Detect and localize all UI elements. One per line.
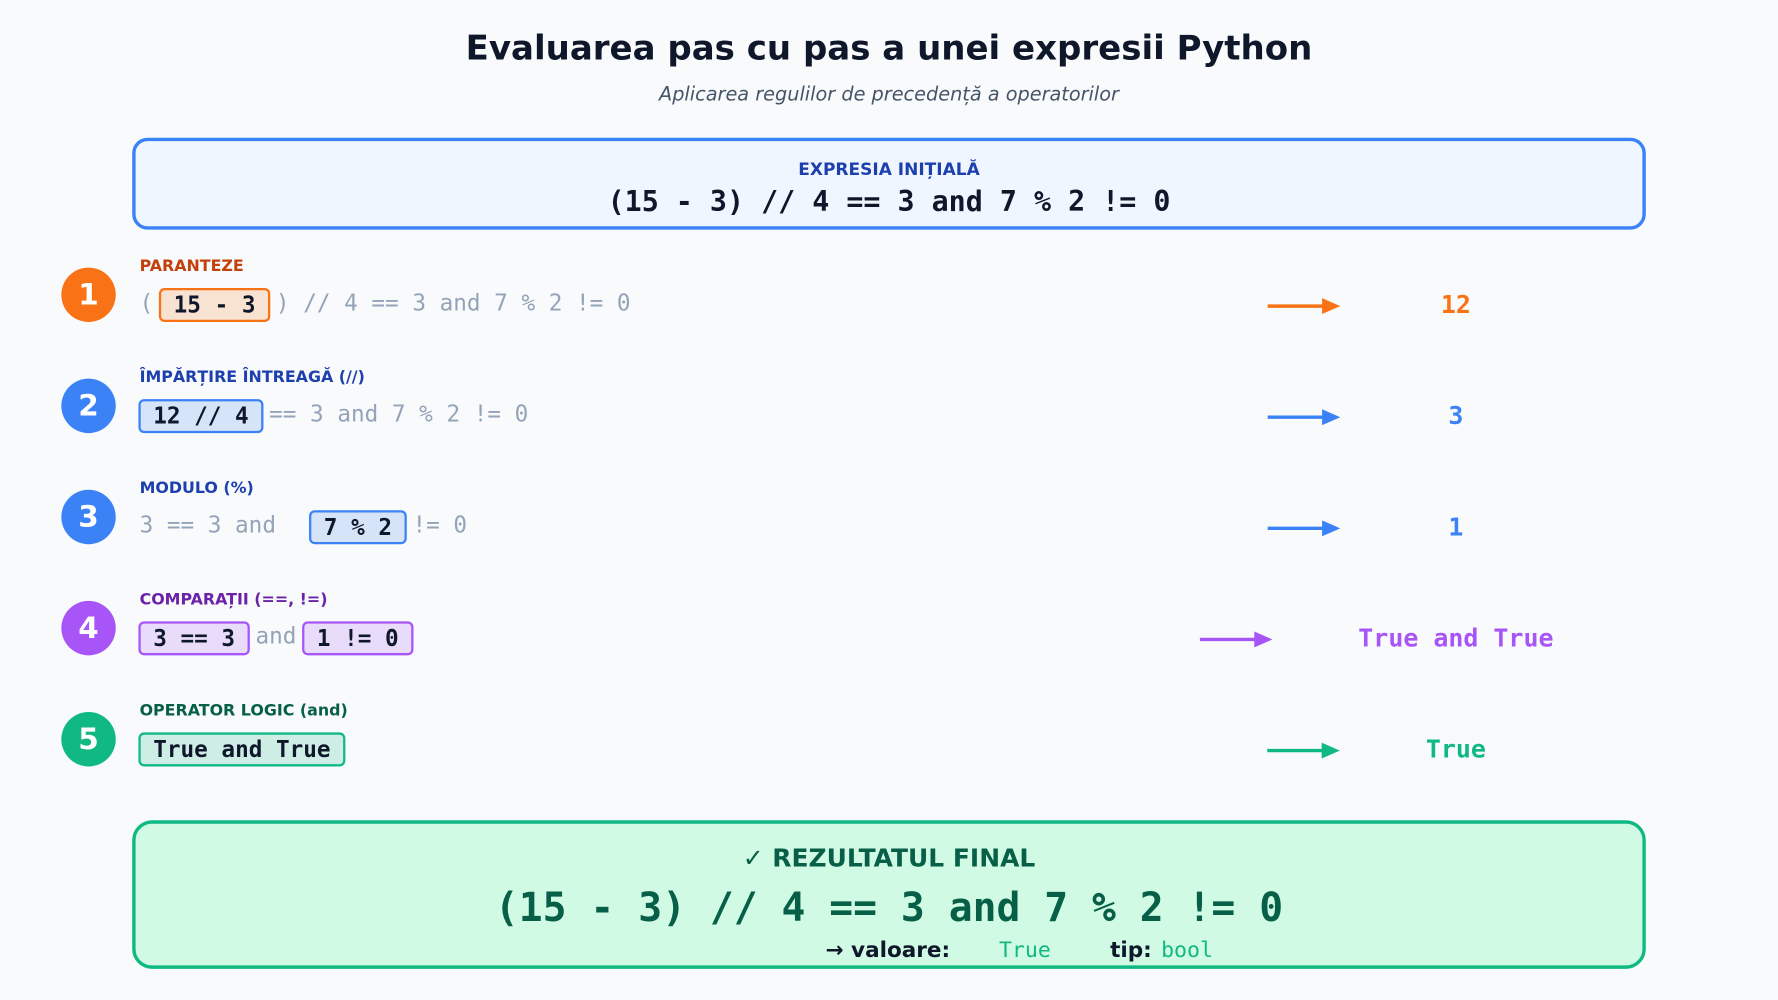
highlight-box <box>302 621 414 656</box>
expression-text: == 3 and 7 % 2 != 0 <box>269 401 528 427</box>
step-label: ÎMPĂRȚIRE ÎNTREAGĂ (//) <box>140 367 365 386</box>
step-label: COMPARAȚII (==, !=) <box>140 589 328 608</box>
arrow-head <box>1254 631 1273 648</box>
expression-text: 3 == 3 and <box>140 513 304 539</box>
arrow-head <box>1322 298 1341 315</box>
initial-box <box>132 137 1646 230</box>
final-expression: (15 - 3) // 4 == 3 and 7 % 2 != 0 <box>495 885 1283 931</box>
step-result: True <box>1426 735 1486 764</box>
highlight-box <box>309 510 407 545</box>
highlight-text: 7 % 2 <box>324 515 392 541</box>
highlight-text: 3 == 3 <box>153 626 235 652</box>
subtitle: Aplicarea regulilor de precedență a oper… <box>657 83 1120 106</box>
arrow-head <box>1322 409 1341 426</box>
step-number: 2 <box>78 389 99 423</box>
highlight-box <box>138 621 250 656</box>
step-circle <box>61 378 116 434</box>
expression-text: != 0 <box>412 513 467 539</box>
step-circle <box>61 489 116 545</box>
step-number: 1 <box>78 277 99 311</box>
final-box <box>132 820 1646 969</box>
highlight-text: 15 - 3 <box>174 293 256 319</box>
step-number: 3 <box>78 500 99 534</box>
initial-expression: (15 - 3) // 4 == 3 and 7 % 2 != 0 <box>608 185 1171 218</box>
type-label: tip: <box>1110 938 1152 963</box>
highlight-text: True and True <box>153 737 330 763</box>
highlight-box <box>158 287 271 322</box>
steps: 1 PARANTEZE (15 - 3 ) // 4 == 3 and 7 % 2 !… <box>61 256 1553 767</box>
value-label: → valoare: <box>826 938 951 963</box>
type: bool <box>1161 938 1213 963</box>
highlight-box <box>138 732 346 767</box>
arrow-head <box>1321 742 1340 759</box>
step-circle <box>61 600 116 656</box>
expression-text: ( <box>140 290 154 316</box>
expression-text: and <box>255 624 296 650</box>
highlight-box <box>138 399 264 434</box>
highlight-text: 12 // 4 <box>153 404 248 430</box>
step-label: OPERATOR LOGIC (and) <box>140 700 348 719</box>
step-label: PARANTEZE <box>140 256 244 275</box>
initial-label: EXPRESIA INIȚIALĂ <box>798 158 980 180</box>
highlight-text: 1 != 0 <box>317 626 399 652</box>
step-result: True and True <box>1358 623 1553 652</box>
step-circle <box>61 267 116 322</box>
step-result: 3 <box>1448 401 1463 430</box>
step-number: 4 <box>78 611 99 645</box>
step-circle <box>61 712 116 767</box>
value: True <box>999 938 1051 963</box>
step-result: 12 <box>1441 290 1471 319</box>
step-number: 5 <box>78 722 99 756</box>
final-label: ✓ REZULTATUL FINAL <box>743 843 1036 872</box>
expression-text: ) // 4 == 3 and 7 % 2 != 0 <box>276 290 631 316</box>
step-result: 1 <box>1448 512 1463 541</box>
arrow-head <box>1322 520 1341 537</box>
title: Evaluarea pas cu pas a unei expresii Pyt… <box>466 28 1313 68</box>
step-label: MODULO (%) <box>140 478 254 497</box>
